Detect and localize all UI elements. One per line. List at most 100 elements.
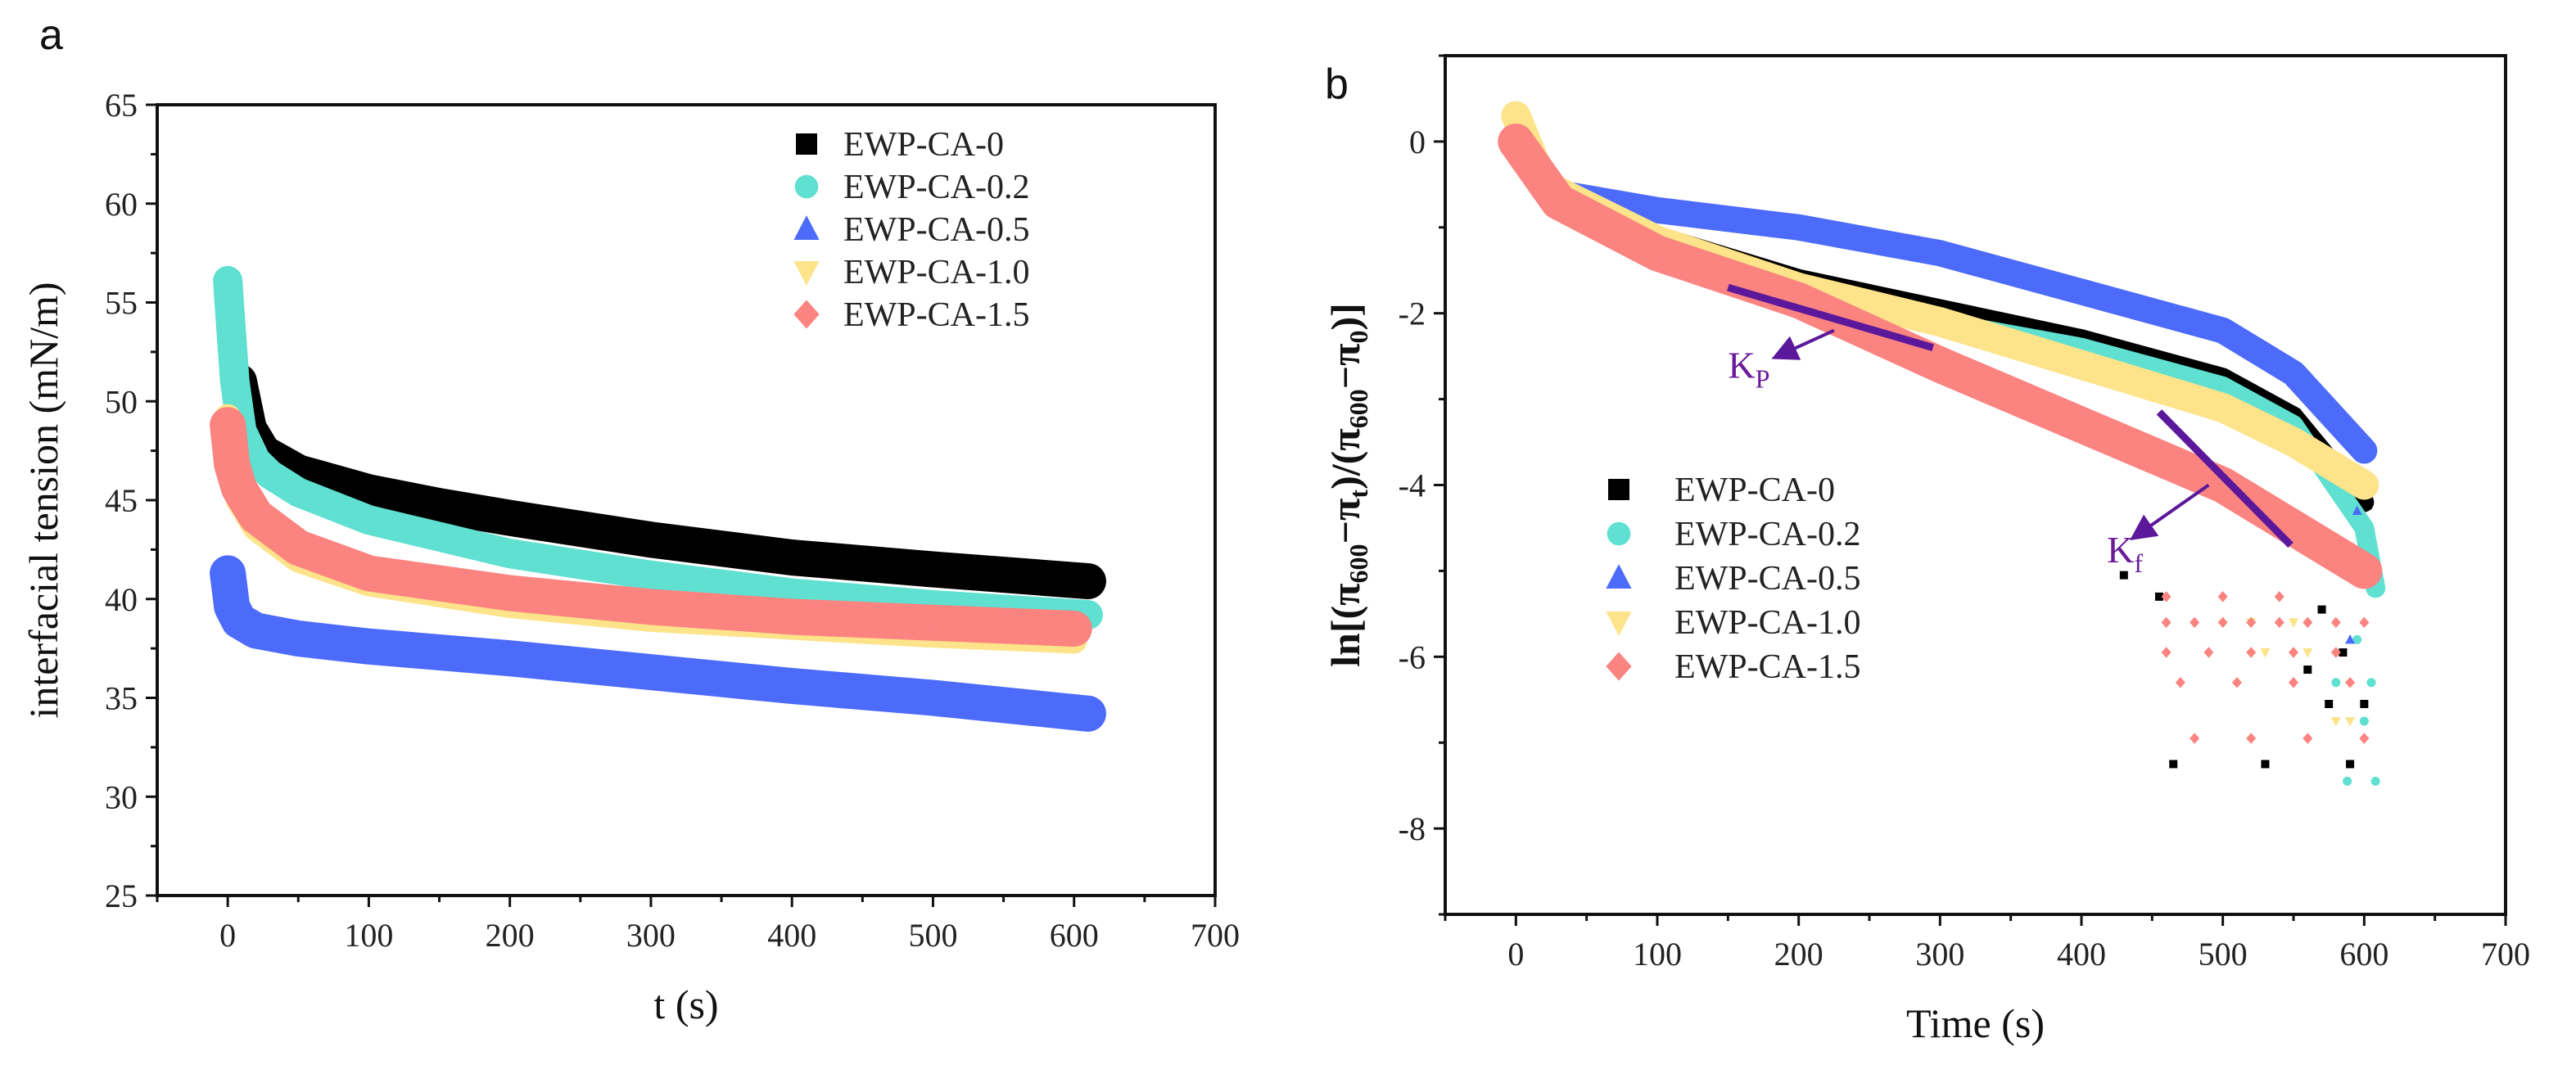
chart-a: 0 100 200 300 400 500 600 700 25 30 35 40 45 50 55 60 65… (20, 11, 1240, 1027)
legend-label: EWP-CA-1.0 (843, 254, 1029, 291)
scatter-point (2330, 647, 2341, 658)
y-tick-label: -8 (1399, 810, 1426, 847)
data-point (501, 545, 518, 562)
scatter-point (2317, 605, 2326, 614)
x-axis-label: t (s) (653, 981, 718, 1027)
series-band (220, 363, 1106, 600)
arrow-icon (2130, 483, 2210, 541)
data-point (1079, 704, 1097, 721)
scatter-point (2217, 591, 2228, 602)
scatter-point (2231, 677, 2242, 688)
y-label-part: )] (1322, 303, 1368, 330)
y-tick-label: 55 (105, 285, 138, 322)
panel-label: b (1325, 61, 1349, 108)
data-point (223, 454, 242, 475)
scatter-point (2352, 634, 2362, 644)
scatter-point (2325, 699, 2334, 708)
legend-marker (793, 300, 820, 329)
data-point (1789, 290, 1808, 311)
data-point (2285, 435, 2303, 452)
legend-label: EWP-CA-0 (843, 126, 1004, 164)
legend-marker (1608, 479, 1629, 500)
legend: EWP-CA-0 EWP-CA-0.2 EWP-CA-0.5 EWP-CA-1.0 EW… (1606, 472, 1860, 686)
scatter-point (2331, 678, 2341, 688)
scatter-point (2359, 716, 2369, 726)
x-tick-label: 400 (2057, 936, 2106, 972)
x-tick-label: 200 (486, 917, 535, 954)
data-point (359, 563, 378, 584)
scatter-point (2190, 733, 2200, 744)
scatter-point (2274, 616, 2285, 629)
data-series-group (1498, 101, 2386, 786)
data-point (246, 506, 265, 526)
data-point (223, 597, 242, 615)
data-point (2072, 357, 2090, 375)
data-point (219, 563, 237, 581)
x-tick-label: 500 (908, 917, 957, 954)
scatter-point (2246, 616, 2257, 629)
scatter-point (2246, 647, 2257, 658)
legend-label: EWP-CA-0 (1674, 472, 1835, 509)
data-point (1064, 618, 1083, 639)
legend-marker (794, 174, 819, 199)
x-tick-label: 100 (344, 917, 393, 954)
data-point (2213, 400, 2232, 417)
data-point (784, 550, 800, 566)
scatter-point (2161, 591, 2172, 602)
scatter-point (2217, 616, 2228, 629)
scatter-point (2345, 634, 2356, 644)
data-point (642, 597, 660, 617)
annotation-label: Kf (2107, 529, 2143, 578)
data-point (783, 676, 801, 694)
data-point (361, 485, 377, 500)
data-point (2285, 363, 2303, 381)
scatter-point (2366, 678, 2376, 688)
scatter-point (2203, 647, 2214, 658)
data-point (924, 688, 942, 706)
y-axis-label: ln[(π600−πt)/(π600−π0)] (1322, 303, 1373, 667)
scatter-point (2352, 505, 2362, 515)
scatter-point (2289, 647, 2298, 658)
scatter-point (2289, 618, 2298, 628)
y-label-part: )/(π (1322, 428, 1368, 490)
scatter-point (2346, 760, 2355, 769)
data-point (2355, 440, 2374, 458)
scatter-point (2289, 677, 2298, 688)
annotation-label: KP (1728, 344, 1769, 393)
y-axis-label: interfacial tension (mN/m) (20, 282, 66, 718)
annotation-kf: Kf (2107, 409, 2294, 578)
data-point (2355, 561, 2374, 581)
y-label-subscript: t (1344, 490, 1373, 499)
scatter-point (2169, 760, 2178, 769)
data-point (1507, 108, 1525, 126)
y-tick-label: 0 (1409, 124, 1426, 160)
data-point (219, 415, 237, 435)
annotation-k: K (2107, 529, 2134, 571)
scatter-point (2303, 648, 2313, 658)
chart-b: 0 100 200 300 400 500 600 700 -8 -6 -4 -2 0 Time (s) l… (1322, 54, 2530, 1046)
data-point (783, 607, 801, 627)
data-point (2072, 282, 2090, 300)
legend-label: EWP-CA-0.2 (843, 169, 1029, 206)
data-point (359, 637, 378, 654)
y-tick-label: 35 (105, 680, 138, 717)
x-axis-label: Time (s) (1906, 1000, 2045, 1046)
data-point (261, 466, 278, 483)
y-tick-label: 65 (105, 87, 138, 124)
y-label-part: −π (1322, 499, 1368, 544)
x-tick-label: 300 (1915, 936, 1964, 972)
data-point (1507, 131, 1525, 152)
y-label-part: −π (1322, 343, 1368, 389)
data-point (642, 662, 660, 680)
scatter-point (2274, 591, 2285, 602)
data-point (432, 499, 447, 514)
scatter-point (2161, 616, 2172, 629)
data-point (1648, 243, 1666, 264)
scatter-point (2303, 616, 2313, 629)
y-tick-label: -2 (1399, 296, 1426, 332)
y-tick-label: 45 (105, 482, 138, 519)
scatter-point (2343, 776, 2352, 786)
annotation-kp: KP (1727, 283, 1934, 393)
scatter-point (2330, 716, 2341, 727)
data-point (1931, 354, 1950, 375)
